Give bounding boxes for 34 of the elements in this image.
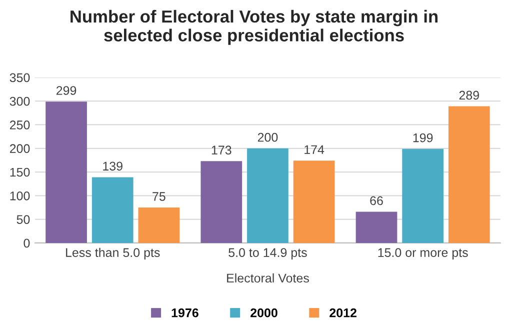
legend-label: 1976 [172, 308, 198, 318]
y-tick-label: 150 [10, 168, 30, 177]
y-tick-label: 250 [10, 120, 30, 130]
y-tick-label: 200 [10, 144, 30, 154]
y-tick-label: 100 [10, 191, 30, 200]
bar [293, 160, 335, 243]
data-label: 139 [103, 162, 122, 171]
data-label: 200 [258, 132, 278, 142]
bar [247, 148, 288, 243]
x-axis-title: Electoral Votes [227, 273, 309, 283]
data-label: 75 [152, 192, 166, 201]
data-label: 174 [304, 145, 324, 154]
data-label: 199 [413, 133, 433, 142]
data-label: 289 [459, 90, 479, 100]
data-label: 66 [370, 196, 383, 206]
x-tick-label: Less than 5.0 pts [66, 248, 160, 260]
y-tick-label: 0 [24, 238, 30, 248]
bar [92, 177, 134, 243]
x-tick-label: 15.0 or more pts [378, 248, 468, 260]
bar [448, 106, 490, 243]
bar [46, 102, 87, 243]
y-tick-label: 300 [10, 96, 30, 106]
legend-label: 2012 [330, 308, 356, 318]
bar [402, 148, 444, 243]
x-tick-label: 5.0 to 14.9 pts [228, 248, 307, 260]
bar [138, 207, 180, 243]
y-tick-label: 50 [16, 215, 30, 224]
y-tick-label: 350 [10, 73, 30, 82]
chart-title: Number of Electoral Votes by state margin in selected close presidential elections [70, 10, 438, 45]
bar [200, 161, 242, 243]
data-label: 173 [212, 146, 232, 155]
legend-label: 2000 [250, 308, 278, 318]
bar [356, 212, 398, 243]
data-label: 299 [56, 86, 76, 95]
